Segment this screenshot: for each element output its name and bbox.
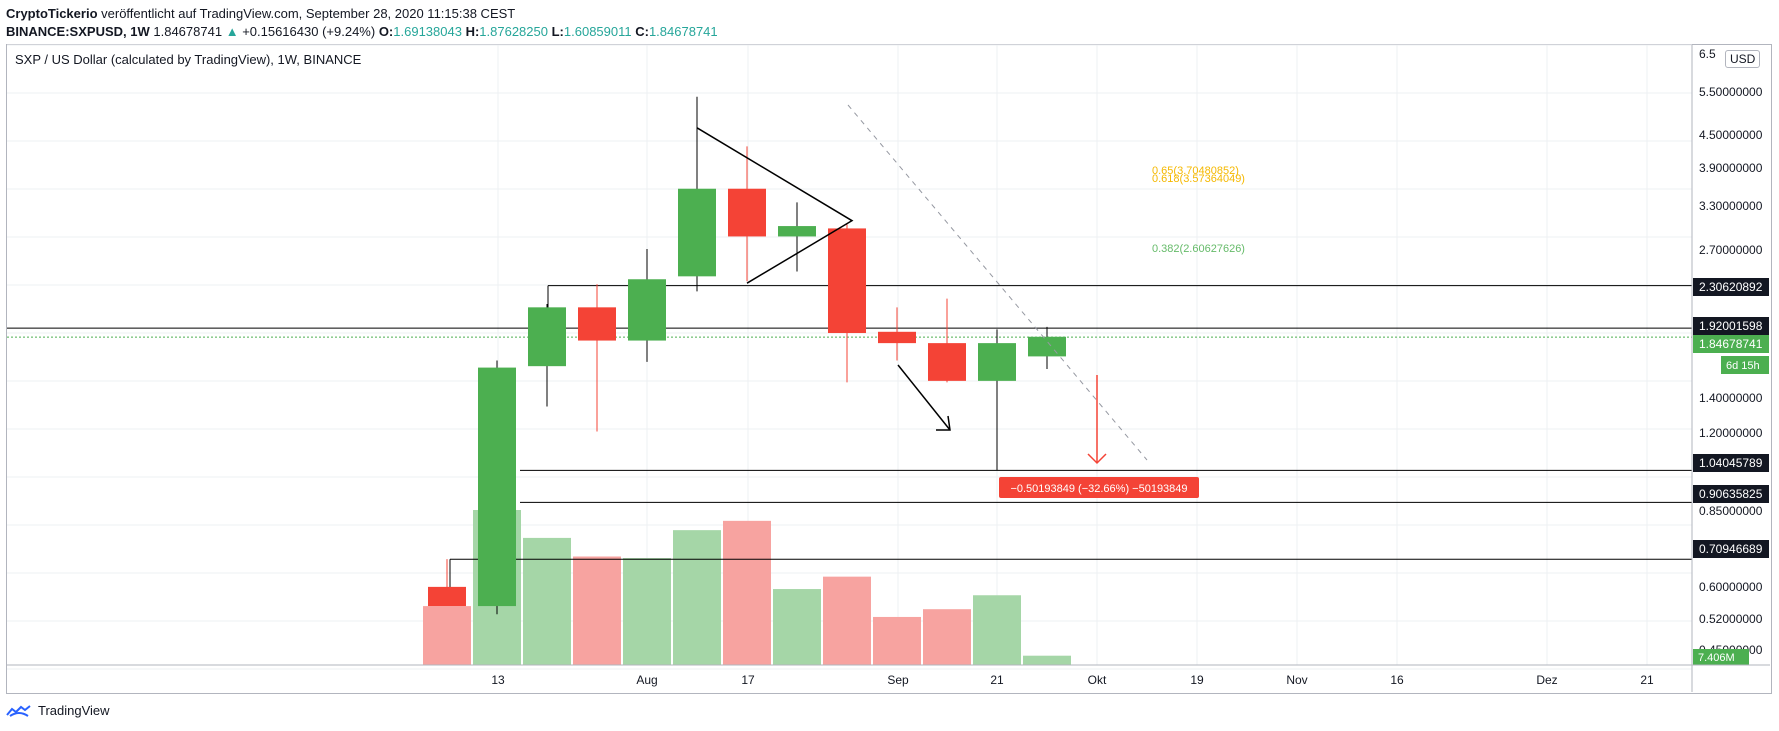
low-value: 1.60859011 xyxy=(563,24,632,39)
price-tag xyxy=(1693,317,1769,335)
chart-header: CryptoTickerio veröffentlicht auf Tradin… xyxy=(6,5,718,41)
price-tick: 6.5 xyxy=(1699,47,1716,61)
time-tick: Aug xyxy=(636,673,657,687)
volume-bar xyxy=(873,616,921,665)
price-tag-text: 1.92001598 xyxy=(1699,319,1763,333)
volume-bar xyxy=(723,520,771,665)
volume-bar xyxy=(973,595,1021,665)
candle-body xyxy=(878,331,916,344)
time-tick: Dez xyxy=(1536,673,1557,687)
change-arrow-icon: ▲ xyxy=(225,24,239,39)
low-label: L: xyxy=(551,24,564,39)
trend-line xyxy=(847,104,1148,461)
candle-body xyxy=(478,367,516,607)
price-tick: 1.20000000 xyxy=(1699,426,1763,440)
price-tag xyxy=(1693,454,1769,472)
price-tag xyxy=(1693,485,1769,503)
fib-label: 0.618(3.57364049) xyxy=(1152,173,1245,185)
volume-tag xyxy=(1693,649,1749,665)
price-tag-text: 0.90635825 xyxy=(1699,487,1763,501)
price-tag xyxy=(1693,540,1769,558)
candle-body xyxy=(528,307,566,367)
price-tick: 5.50000000 xyxy=(1699,85,1763,99)
publisher-name[interactable]: CryptoTickerio xyxy=(6,6,98,21)
price-tick: 3.90000000 xyxy=(1699,161,1763,175)
last-price-text: 1.84678741 xyxy=(153,24,223,39)
open-value: 1.69138043 xyxy=(393,24,462,39)
price-tick: 3.30000000 xyxy=(1699,199,1763,213)
time-tick: 21 xyxy=(1640,673,1654,687)
price-tick: 2.70000000 xyxy=(1699,243,1763,257)
price-tag xyxy=(1693,335,1769,353)
triangle-pattern xyxy=(696,127,854,284)
measure-arrow-head xyxy=(1087,453,1107,465)
change-text: +0.15616430 (+9.24%) xyxy=(242,24,376,39)
candle-body xyxy=(578,307,616,341)
chart-legend: SXP / US Dollar (calculated by TradingVi… xyxy=(15,52,362,67)
volume-bar xyxy=(823,576,871,665)
volume-bar xyxy=(923,609,971,665)
close-value: 1.84678741 xyxy=(648,24,718,39)
countdown-text: 6d 15h xyxy=(1726,360,1760,372)
footer-brand[interactable]: TradingView xyxy=(6,703,110,718)
volume-bar xyxy=(673,530,721,665)
time-tick: 21 xyxy=(990,673,1004,687)
fib-label: 0.382(2.60627626) xyxy=(1152,243,1245,255)
price-tick: 1.40000000 xyxy=(1699,391,1763,405)
candle-body xyxy=(678,188,716,277)
volume-bar xyxy=(1023,655,1071,665)
volume-tag-text: 7.406M xyxy=(1698,652,1735,664)
currency-button[interactable]: USD xyxy=(1725,50,1761,68)
candle-body xyxy=(928,343,966,381)
time-tick: Nov xyxy=(1286,673,1307,687)
time-tick: 17 xyxy=(741,673,755,687)
candle-body xyxy=(1028,336,1066,357)
volume-bar xyxy=(523,537,571,665)
time-tick: Sep xyxy=(887,673,909,687)
measure-badge xyxy=(999,477,1199,498)
candle-body xyxy=(428,586,466,607)
tradingview-logo-icon xyxy=(6,704,31,717)
time-tick: 19 xyxy=(1190,673,1204,687)
open-label: O: xyxy=(378,24,394,39)
price-tick: 0.60000000 xyxy=(1699,580,1763,594)
price-tick: 0.52000000 xyxy=(1699,612,1763,626)
volume-bar xyxy=(623,558,671,665)
close-label: C: xyxy=(635,24,649,39)
down-arrow-head xyxy=(936,415,951,431)
price-tag xyxy=(1693,278,1769,296)
price-tick: 4.50000000 xyxy=(1699,128,1763,142)
candle-body xyxy=(978,343,1016,381)
volume-bar xyxy=(423,606,471,665)
candle-body xyxy=(778,226,816,237)
price-tag-text: 0.70946689 xyxy=(1699,542,1763,556)
volume-bar xyxy=(773,589,821,665)
candle-body xyxy=(628,279,666,341)
candle-body xyxy=(828,228,866,334)
countdown-tag xyxy=(1721,356,1769,374)
price-tag-text: 1.04045789 xyxy=(1699,456,1763,470)
symbol-label: BINANCE:SXPUSD, 1W xyxy=(6,24,150,39)
volume-bar xyxy=(573,556,621,665)
footer-brand-label: TradingView xyxy=(38,703,110,718)
published-text: veröffentlicht auf TradingView.com, Sept… xyxy=(101,6,516,21)
price-tick: 0.85000000 xyxy=(1699,504,1763,518)
high-label: H: xyxy=(465,24,480,39)
price-tag-text: 1.84678741 xyxy=(1699,337,1763,351)
down-arrow xyxy=(897,364,951,431)
price-tag-text: 2.30620892 xyxy=(1699,280,1763,294)
time-tick: 13 xyxy=(491,673,505,687)
time-tick: 16 xyxy=(1390,673,1404,687)
time-tick: Okt xyxy=(1088,673,1107,687)
measure-badge-text: −0.50193849 (−32.66%) −50193849 xyxy=(1010,483,1187,495)
high-value: 1.87628250 xyxy=(479,24,548,39)
fib-label: 0.65(3.70480852) xyxy=(1152,165,1239,177)
candle-body xyxy=(728,188,766,237)
